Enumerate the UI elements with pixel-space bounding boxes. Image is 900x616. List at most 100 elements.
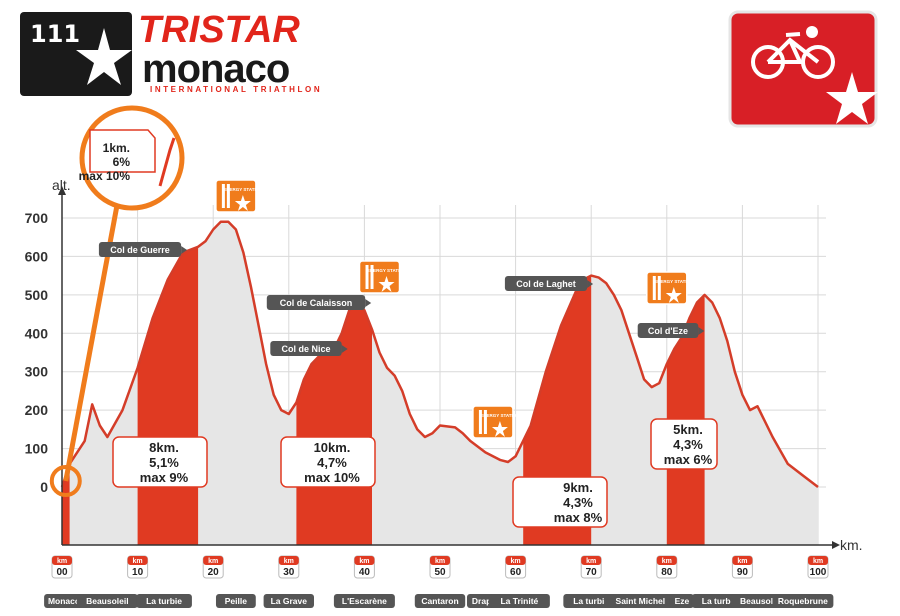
place-label-box: [604, 594, 677, 608]
col-label-pointer: [341, 345, 348, 353]
y-axis-arrow: [58, 186, 66, 195]
profile-area: [62, 221, 818, 546]
place-label: La Trinité: [488, 594, 550, 608]
climb-callout-box: [512, 476, 608, 528]
col-label-pointer: [587, 280, 594, 288]
x-tick-label: 00: [56, 567, 68, 578]
km-marker-top: [581, 556, 602, 565]
col-label-pointer: [365, 299, 372, 307]
place-name: La turbie: [573, 596, 609, 606]
climb-stat: 4,3%: [563, 495, 593, 510]
place-name: La turbie: [702, 596, 738, 606]
climb-stat: 1km.: [103, 141, 130, 155]
place-name: La Grave: [271, 596, 308, 606]
km-unit: km: [284, 558, 294, 565]
climb-callout: 5km.4,3%max 6%: [650, 418, 718, 470]
km-marker-top: [430, 556, 450, 565]
km-unit: km: [813, 558, 823, 565]
km-unit: km: [737, 558, 747, 565]
star-icon: [378, 276, 395, 292]
climb-callout: 9km.4,3%max 8%: [512, 476, 608, 528]
col-label-box: [270, 341, 342, 356]
place-name: Cantaron: [421, 596, 458, 606]
km-marker-top: [127, 556, 148, 565]
chart-axes: alt. km. 0100200300400500600700km00km10k…: [25, 177, 863, 608]
y-tick-label: 100: [25, 441, 49, 457]
col-label-pointer: [181, 246, 188, 254]
km-marker-top: [203, 556, 224, 565]
energy-station-icon: ENERGY STATION: [472, 405, 520, 439]
place-label-box: [772, 594, 834, 608]
energy-station-icon: ENERGY STATION: [358, 260, 406, 294]
x-tick-label: 50: [434, 567, 446, 578]
brand-tagline: INTERNATIONAL TRIATHLON: [150, 85, 322, 94]
x-tick-badge: km 00: [51, 555, 73, 579]
bottle-icon: [652, 276, 656, 300]
star-icon: [491, 421, 508, 437]
x-tick-label: 90: [737, 567, 749, 578]
x-tick-label: 80: [661, 567, 673, 578]
zoom-ring-small: [49, 465, 82, 497]
cycling-badge: [728, 10, 878, 128]
climb-segment: [137, 246, 199, 546]
km-unit: km: [435, 558, 445, 565]
cycling-icon: [751, 32, 835, 79]
col-name: Col d'Eze: [648, 326, 688, 336]
place-label: Monaco: [44, 594, 84, 608]
km-unit: km: [511, 558, 521, 565]
x-tick-badge: km 20: [202, 555, 224, 579]
climb-callout-zoom: 1km.6%max 10%: [49, 105, 185, 497]
x-tick-badge: km 50: [429, 555, 451, 579]
climb-stat: 4,3%: [673, 437, 703, 452]
x-axis-arrow: [832, 541, 840, 549]
col-label: Col de Guerre: [98, 242, 188, 257]
brand-logo: 111 TRISTAR monaco INTERNATIONAL TRIATHL…: [20, 9, 322, 96]
climb-stat: 10km.: [314, 440, 351, 455]
col-label-box: [266, 295, 366, 310]
x-tick-badge: km 10: [127, 555, 149, 579]
star-icon: [234, 195, 251, 211]
fork-icon: [657, 276, 661, 300]
bottle-icon: [365, 265, 369, 289]
col-label: Col de Nice: [270, 341, 348, 356]
place-label-box: [333, 594, 395, 608]
x-axis-label: km.: [840, 537, 863, 553]
place-name: La turbie: [146, 596, 182, 606]
col-label-box: [637, 323, 699, 338]
col-label: Col de Laghet: [504, 276, 594, 291]
place-label-box: [76, 594, 138, 608]
place-label-box: [136, 594, 192, 608]
climb-stat: 8km.: [149, 440, 179, 455]
km-marker-top: [732, 556, 753, 565]
x-tick-label: 70: [586, 567, 598, 578]
x-tick-label: 20: [208, 567, 220, 578]
climb-stat: 6%: [113, 155, 131, 169]
energy-station-label: ENERGY STATION: [223, 187, 262, 192]
col-name: Col de Laghet: [516, 279, 576, 289]
annotations: 1km.6%max 10%8km.5,1%max 9%10km.4,7%max …: [49, 105, 718, 528]
climb-stat: max 9%: [140, 470, 189, 485]
place-label-box: [669, 594, 694, 608]
place-name: Peille: [225, 596, 247, 606]
km-unit: km: [133, 558, 143, 565]
climb-stat: 9km.: [563, 480, 593, 495]
km-unit: km: [57, 558, 67, 565]
climb-stat: max 10%: [304, 470, 360, 485]
y-tick-label: 700: [25, 210, 49, 226]
climb-callout: 8km.5,1%max 9%: [112, 436, 208, 488]
climb-stat: 5km.: [673, 422, 703, 437]
km-unit: km: [359, 558, 369, 565]
place-name: La Trinité: [500, 596, 538, 606]
place-name: Beausoleil: [740, 596, 783, 606]
place-label: L'Escarène: [333, 594, 395, 608]
x-tick-label: 60: [510, 567, 522, 578]
place-name: Roquebrune: [778, 596, 828, 606]
x-tick-label: 100: [810, 567, 827, 578]
bottle-icon: [221, 184, 225, 208]
climb-stat: max 8%: [554, 510, 603, 525]
place-label: Beausoleil: [76, 594, 138, 608]
place-label: Roquebrune: [772, 594, 834, 608]
brand-number: 111: [30, 20, 80, 48]
place-label: La turbie: [136, 594, 192, 608]
energy-station-label: ENERGY STATION: [367, 268, 406, 273]
